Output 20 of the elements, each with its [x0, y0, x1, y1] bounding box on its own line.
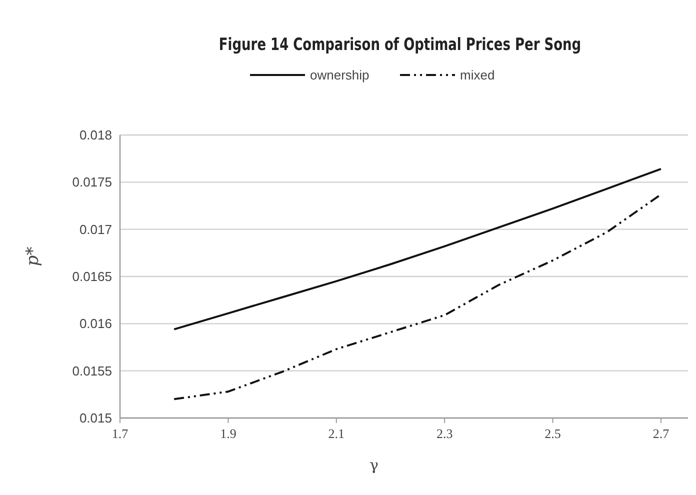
- y-tick-label: 0.017: [79, 222, 112, 237]
- x-axis-title: γ: [370, 456, 379, 474]
- legend-label: mixed: [460, 68, 495, 83]
- line-series: [173, 168, 662, 330]
- y-tick-label: 0.016: [79, 316, 112, 332]
- y-tick-label: 0.0155: [72, 363, 112, 378]
- y-tick-label: 0.018: [79, 128, 112, 143]
- y-axis-title: p*: [23, 246, 43, 266]
- y-tick-label: 0.0175: [72, 174, 112, 190]
- x-tick-label: 1.9: [220, 426, 236, 441]
- x-tick-label: 2.5: [544, 426, 561, 441]
- x-tick-label: 2.7: [652, 426, 670, 441]
- x-tick-label: 1.7: [112, 426, 129, 441]
- legend-label: ownership: [310, 68, 370, 83]
- x-tick-label: 2.3: [436, 426, 453, 441]
- x-tick-label: 2.1: [328, 426, 345, 441]
- line-series: [173, 193, 662, 400]
- y-tick-label: 0.015: [79, 410, 112, 426]
- y-tick-label: 0.0165: [72, 269, 112, 284]
- chart-title: Figure 14 Comparison of Optimal Prices Per Song: [218, 34, 582, 54]
